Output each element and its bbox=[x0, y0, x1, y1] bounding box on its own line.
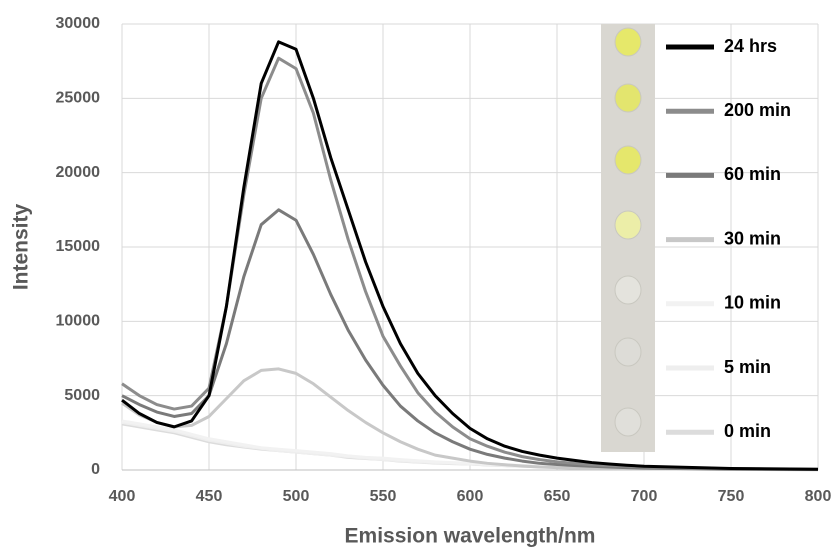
y-tick-label: 30000 bbox=[56, 15, 101, 32]
sample-spot bbox=[614, 27, 642, 57]
y-tick-label: 20000 bbox=[56, 164, 101, 181]
sample-spot bbox=[614, 275, 642, 305]
legend-label: 10 min bbox=[724, 293, 781, 313]
legend-label: 24 hrs bbox=[724, 36, 777, 56]
sample-spot bbox=[614, 407, 642, 437]
x-tick-label: 600 bbox=[457, 488, 484, 505]
y-tick-label: 15000 bbox=[56, 238, 101, 255]
x-tick-label: 750 bbox=[718, 488, 745, 505]
legend-label: 30 min bbox=[724, 228, 781, 248]
x-tick-label: 700 bbox=[631, 488, 658, 505]
sample-spot bbox=[614, 145, 642, 175]
x-tick-label: 550 bbox=[370, 488, 397, 505]
x-tick-label: 800 bbox=[805, 488, 832, 505]
x-tick-label: 400 bbox=[109, 488, 136, 505]
legend-label: 60 min bbox=[724, 164, 781, 184]
legend-label: 0 min bbox=[724, 421, 771, 441]
y-tick-label: 5000 bbox=[64, 387, 100, 404]
sample-spot bbox=[614, 83, 642, 113]
line-series bbox=[121, 40, 819, 471]
x-tick-label: 450 bbox=[196, 488, 223, 505]
x-tick-label: 500 bbox=[283, 488, 310, 505]
sample-spot bbox=[614, 337, 642, 367]
sample-spot bbox=[614, 210, 642, 240]
y-axis-label: Intensity bbox=[10, 204, 33, 291]
legend-label: 5 min bbox=[724, 357, 771, 377]
y-tick-label: 0 bbox=[91, 461, 100, 478]
legend-label: 200 min bbox=[724, 100, 791, 120]
x-axis-label: Emission wavelength/nm bbox=[345, 525, 596, 548]
line-series bbox=[121, 208, 819, 472]
line-series bbox=[121, 367, 819, 472]
y-tick-label: 10000 bbox=[56, 313, 101, 330]
y-tick-label: 25000 bbox=[56, 90, 101, 107]
x-tick-label: 650 bbox=[544, 488, 571, 505]
